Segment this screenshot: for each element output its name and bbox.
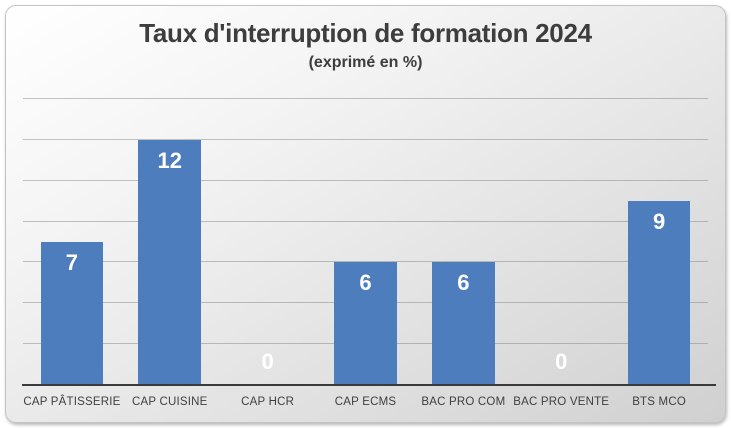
plot-area: 7 12 0 6 6 0 9 <box>23 98 708 385</box>
bar-slot: 9 <box>610 99 708 385</box>
value-label: 6 <box>457 270 470 295</box>
bar-slot: 0 <box>512 99 610 385</box>
gridline <box>23 221 708 222</box>
chart-card: Taux d'interruption de formation 2024 (e… <box>5 5 726 423</box>
bar-slot: 6 <box>414 99 512 385</box>
chart-subtitle: (exprimé en %) <box>308 54 423 71</box>
bar-slot: 6 <box>317 99 415 385</box>
value-label: 0 <box>555 349 568 374</box>
bar-slot: 0 <box>219 99 317 385</box>
category-label: CAP ECMS <box>334 396 397 408</box>
bar[interactable]: 12 <box>138 140 202 385</box>
value-label: 12 <box>157 148 183 173</box>
category-label: BAC PRO COM <box>421 396 506 408</box>
gridline <box>23 261 708 262</box>
x-axis-line <box>22 384 716 386</box>
value-label: 9 <box>652 209 666 234</box>
bar[interactable]: 6 <box>432 262 495 385</box>
bar[interactable]: 6 <box>334 262 397 385</box>
category-label: CAP HCR <box>241 396 295 408</box>
category-label: BTS MCO <box>632 396 686 408</box>
bar-slot: 7 <box>23 99 121 385</box>
gridline <box>23 180 708 181</box>
category-label: CAP PÂTISSERIE <box>23 396 121 408</box>
bar-slot: 12 <box>121 99 219 385</box>
chart-title: Taux d'interruption de formation 2024 <box>139 18 592 48</box>
bar[interactable]: 9 <box>627 201 691 385</box>
category-labels: CAP PÂTISSERIE CAP CUISINE CAP HCR CAP ECMS… <box>23 396 708 408</box>
bar[interactable]: 7 <box>40 242 104 385</box>
value-label: 6 <box>359 270 372 295</box>
value-label: 0 <box>261 349 274 374</box>
category-label: BAC PRO VENTE <box>513 396 610 408</box>
gridline <box>23 98 708 99</box>
value-label: 7 <box>65 250 79 275</box>
bars-row: 7 12 0 6 6 0 9 <box>23 99 708 385</box>
category-label: CAP CUISINE <box>132 396 208 408</box>
gridline <box>23 139 708 140</box>
